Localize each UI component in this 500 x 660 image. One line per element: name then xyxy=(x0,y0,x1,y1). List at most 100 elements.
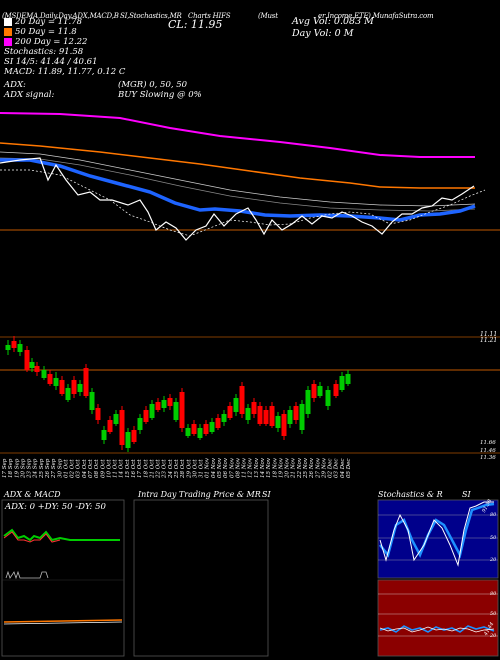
legend-stochastics: Stochastics: 91.58 xyxy=(4,47,84,57)
date-tick-label: 19 Nov xyxy=(278,457,284,478)
date-tick-label: 04 Nov xyxy=(211,457,217,478)
date-tick-label: 06 Nov xyxy=(223,457,229,478)
candle-body xyxy=(197,428,203,438)
price-tick-top-b: 11.21 xyxy=(480,337,498,344)
candle-body xyxy=(107,420,113,432)
date-tick-label: 31 Oct xyxy=(199,459,205,478)
day-volume: Day Vol: 0 M xyxy=(292,28,354,39)
date-tick-label: 05 Nov xyxy=(217,457,223,478)
date-tick-label: 14 Nov xyxy=(260,457,266,478)
candle-body xyxy=(47,374,53,384)
candle-body xyxy=(317,386,323,396)
date-tick-label: 17 Oct xyxy=(137,459,143,478)
date-tick-label: 13 Nov xyxy=(254,457,260,478)
candle-body xyxy=(233,398,239,412)
si-panel xyxy=(377,579,499,657)
candle-body xyxy=(251,402,257,414)
avg-volume: Avg Vol: 0.083 M xyxy=(292,16,374,27)
candle-body xyxy=(71,380,77,394)
price-dotted-line xyxy=(0,169,486,237)
adx-signal-value: BUY Slowing @ 0% xyxy=(118,90,202,100)
stoch-white-line xyxy=(379,501,494,567)
date-tick-label: 04 Oct xyxy=(82,459,88,478)
candle-body xyxy=(5,345,11,350)
price-tick-bot-a: 11.66 xyxy=(480,440,496,446)
stoch-blue-line xyxy=(379,502,495,559)
date-tick-label: 03 Dec xyxy=(334,459,340,479)
ema200-swatch xyxy=(4,37,12,46)
candle-body xyxy=(245,408,251,420)
stoch-tick-20: 20 xyxy=(490,557,497,563)
date-tick-label: 01 Nov xyxy=(205,457,211,478)
adx-marks xyxy=(5,570,49,580)
candle-body xyxy=(149,404,155,418)
candle-body xyxy=(137,418,143,430)
candle-body xyxy=(167,398,173,406)
close-label: CL: 11.95 xyxy=(168,18,223,31)
candle-body xyxy=(287,410,293,424)
candle-body xyxy=(173,402,179,420)
date-tick-label: 04 Dec xyxy=(340,459,346,479)
candle-body xyxy=(119,410,125,445)
candle-body xyxy=(34,366,40,372)
legend-ema20: 20 Day = 11.78 xyxy=(4,17,82,27)
stoch-tick-80: 80 xyxy=(490,512,497,518)
date-tick-label: 22 Nov xyxy=(297,457,303,479)
date-tick-label: 10 Oct xyxy=(106,459,112,478)
date-tick-label: 20 Nov xyxy=(285,457,291,479)
ema50-swatch xyxy=(4,27,12,36)
date-tick-label: 17 Sep xyxy=(2,458,8,478)
candle-body xyxy=(239,386,245,414)
price-gray-upper xyxy=(0,151,476,207)
date-tick-label: 14 Oct xyxy=(119,459,125,478)
date-tick-label: 25 Nov xyxy=(303,457,309,479)
date-tick-label: 08 Nov xyxy=(235,457,241,478)
candle-body xyxy=(65,388,71,400)
si-white-line xyxy=(379,626,495,633)
ema20-swatch xyxy=(4,17,12,26)
header-mid3: (Must xyxy=(258,12,278,20)
candle-body xyxy=(281,414,287,436)
date-tick-label: 25 Oct xyxy=(174,459,180,479)
price-white-line xyxy=(0,157,475,241)
date-tick-label: 07 Nov xyxy=(229,457,235,478)
candle-body xyxy=(95,408,101,420)
price-tick-top-a: 11.11 xyxy=(480,331,498,338)
candle-body xyxy=(269,406,275,426)
date-tick-label: 11 Oct xyxy=(113,459,119,478)
header-right: er Income ETF) MunafaSutra.com xyxy=(318,12,434,20)
date-tick-label: 02 Oct xyxy=(70,459,76,478)
date-tick-label: 26 Sep xyxy=(45,458,51,479)
adx-panel-values: ADX: 0 +DY: 50 -DY: 50 xyxy=(5,502,106,512)
date-tick-label: 27 Sep xyxy=(51,458,57,479)
date-tick-label: 29 Oct xyxy=(186,459,192,479)
ema50-label: 50 Day = 11.8 xyxy=(15,27,77,37)
date-tick-label: 21 Nov xyxy=(291,457,297,479)
date-tick-label: 23 Sep xyxy=(27,458,33,479)
date-tick-label: 25 Sep xyxy=(39,458,45,479)
candle-body xyxy=(101,430,107,440)
date-tick-label: 16 Oct xyxy=(131,459,137,478)
date-tick-label: 29 Nov xyxy=(321,457,327,479)
candle-body xyxy=(77,384,83,392)
date-tick-label: 02 Dec xyxy=(328,459,334,479)
date-tick-label: 30 Sep xyxy=(57,458,63,478)
date-tick-label: 24 Sep xyxy=(33,458,39,479)
candle-body xyxy=(191,424,197,434)
candle-body xyxy=(257,406,263,424)
candle-body xyxy=(113,414,119,424)
adx-signal-label: ADX signal: xyxy=(4,90,55,100)
stoch-panel-si-title: SI xyxy=(462,490,471,499)
legend-ema50: 50 Day = 11.8 xyxy=(4,27,77,37)
adx-value: (MGR) 0, 50, 50 xyxy=(118,80,188,90)
date-tick-label: 18 Nov xyxy=(272,457,278,478)
date-tick-label: 30 Oct xyxy=(192,459,198,478)
candle-body xyxy=(161,400,167,408)
adx-label: ADX: xyxy=(4,80,26,90)
ema200-line xyxy=(0,112,475,158)
candle-body xyxy=(209,422,215,432)
candle-body xyxy=(59,380,65,394)
legend-si: SI 14/5: 41.44 / 40.61 xyxy=(4,57,98,67)
legend-macd: MACD: 11.89, 11.77, 0.12 C xyxy=(4,67,126,77)
